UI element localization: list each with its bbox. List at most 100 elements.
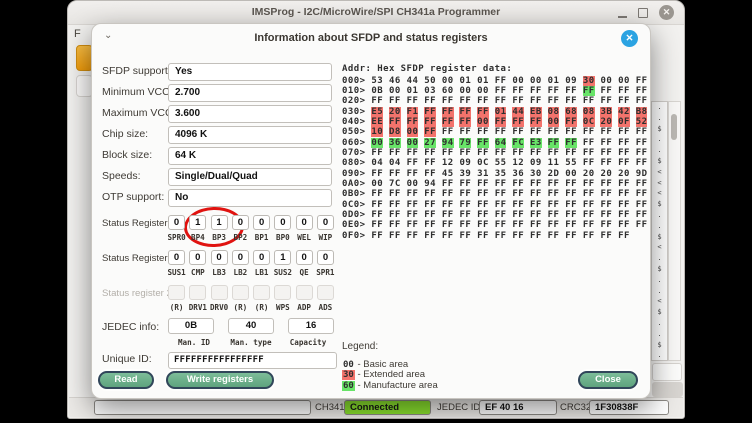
minimize-icon[interactable] <box>618 16 627 18</box>
bit-value-box[interactable]: 0 <box>295 215 313 230</box>
bit-value-box[interactable]: 0 <box>253 215 271 230</box>
info-value[interactable]: 64 K <box>168 147 332 165</box>
bit-value-box[interactable]: 0 <box>231 215 249 230</box>
hex-byte: FF <box>388 230 401 241</box>
ascii-char: . <box>657 318 662 327</box>
hex-byte: FF <box>582 96 595 107</box>
bit-value-box[interactable]: 0 <box>295 250 313 265</box>
hex-byte: FF <box>371 210 384 221</box>
jedec-info-row: JEDEC info: 0B 40 16 Man. ID Man. type Capac… <box>92 318 342 354</box>
hex-byte: E5 <box>371 106 384 117</box>
info-value[interactable]: Yes <box>168 63 332 81</box>
bit-value-box[interactable]: 0 <box>274 215 292 230</box>
hex-byte: 00 <box>477 85 489 96</box>
hex-byte: FF <box>477 230 489 241</box>
hex-byte: FF <box>494 96 507 107</box>
ascii-char: < <box>657 189 662 198</box>
hex-byte: FF <box>441 116 454 127</box>
hex-byte: FF <box>618 127 630 138</box>
jedec-value-box[interactable]: 40 <box>228 318 274 334</box>
scrollbar-thumb[interactable] <box>671 114 677 140</box>
hex-addr: 0A0> <box>342 179 372 189</box>
bit-value-box[interactable]: 0 <box>316 250 334 265</box>
hex-byte: FF <box>582 147 595 158</box>
hex-row: 0F0> FF FF FF FF FF FF FF FF FF FF FF FF… <box>342 231 636 241</box>
info-value[interactable]: 2.700 <box>168 84 332 102</box>
unique-id-value[interactable]: FFFFFFFFFFFFFFFF <box>168 352 337 369</box>
hex-byte: FF <box>424 127 436 138</box>
background-button <box>652 363 682 381</box>
hex-row: 0E0> FF FF FF FF FF FF FF FF FF FF FF FF… <box>342 220 653 230</box>
hex-byte: FF <box>406 230 419 241</box>
bit-value-box[interactable]: 0 <box>316 215 334 230</box>
info-value[interactable]: 4096 K <box>168 126 332 144</box>
ascii-char: . <box>657 113 662 122</box>
hex-byte: FF <box>600 158 613 169</box>
info-value[interactable]: Single/Dual/Quad <box>168 168 332 186</box>
hex-byte: FF <box>512 220 525 231</box>
dialog-close-button[interactable]: Close <box>578 371 638 389</box>
hex-byte: FF <box>424 168 436 179</box>
hex-byte: FF <box>529 147 542 158</box>
hex-byte: FF <box>459 127 472 138</box>
bit-value-box[interactable]: 0 <box>210 250 228 265</box>
hex-byte: 20 <box>388 106 401 117</box>
device-label: CH341a: <box>315 402 353 413</box>
hex-byte: FF <box>441 106 454 117</box>
ascii-char: . <box>657 210 662 219</box>
legend-title: Legend: <box>342 341 379 352</box>
chevron-down-icon[interactable]: ⌄ <box>104 30 113 41</box>
file-menu[interactable]: F <box>74 28 81 40</box>
bit-value-box[interactable]: 0 <box>189 250 207 265</box>
hex-byte: FF <box>618 158 630 169</box>
bit-value-box <box>168 285 185 300</box>
hex-byte: FF <box>547 189 560 200</box>
hex-byte: FF <box>424 189 436 200</box>
hex-byte: FF <box>424 147 436 158</box>
bit-value-box[interactable]: 1 <box>210 215 228 230</box>
hex-byte: 00 <box>459 85 472 96</box>
info-value[interactable]: 3.600 <box>168 105 332 123</box>
bit-value-box[interactable]: 1 <box>189 215 207 230</box>
hex-byte: 27 <box>424 137 436 148</box>
close-icon[interactable]: ✕ <box>659 5 674 20</box>
hex-byte: FF <box>512 85 525 96</box>
hex-byte: 00 <box>371 179 384 189</box>
hex-byte: 46 <box>388 75 401 86</box>
bit-value-box[interactable]: 0 <box>231 250 249 265</box>
jedec-id-value[interactable]: EF 40 16 <box>479 400 557 415</box>
bit-value-box[interactable]: 0 <box>168 215 185 230</box>
crc32-value[interactable]: 1F30838F <box>589 400 669 415</box>
info-value[interactable]: No <box>168 189 332 207</box>
hex-byte: 01 <box>547 75 560 86</box>
hex-byte: FF <box>477 147 489 158</box>
read-button[interactable]: Read <box>98 371 154 389</box>
bit-value-box[interactable]: 0 <box>168 250 185 265</box>
hex-byte: FC <box>512 137 525 148</box>
scrollbar[interactable] <box>668 101 681 361</box>
hex-byte: FF <box>635 96 648 107</box>
jedec-caption: Man. ID <box>177 338 210 347</box>
write-registers-button[interactable]: Write registers <box>166 371 274 389</box>
hex-byte: FF <box>388 199 401 210</box>
bit-labels: SPR0 BP4 BP3 BP2 BP1 BP0 WEL WIP <box>166 233 336 242</box>
jedec-value-box[interactable]: 16 <box>288 318 334 334</box>
hex-byte: FF <box>512 127 525 138</box>
ascii-char: . <box>657 351 662 360</box>
jedec-value-box[interactable]: 0B <box>168 318 214 334</box>
hexdump-header: Addr: Hex SFDP register data: <box>342 64 513 74</box>
dialog-close-icon[interactable]: ✕ <box>621 30 638 47</box>
hex-byte: FF <box>441 199 454 210</box>
maximize-icon[interactable] <box>638 7 648 18</box>
hex-byte: FF <box>477 179 489 189</box>
bit-value-box[interactable]: 0 <box>253 250 271 265</box>
hex-byte: FF <box>388 116 401 127</box>
hex-byte: FF <box>618 147 630 158</box>
hex-byte: F1 <box>406 106 419 117</box>
hex-byte: FF <box>529 230 542 241</box>
hex-byte: FF <box>494 220 507 231</box>
hex-row: 0C0> FF FF FF FF FF FF FF FF FF FF FF FF… <box>342 200 653 210</box>
hex-row: 000> 53 46 44 50 00 01 01 FF 00 00 01 09… <box>342 75 653 86</box>
bit-value-box[interactable]: 1 <box>274 250 292 265</box>
ascii-char: < <box>657 297 662 306</box>
